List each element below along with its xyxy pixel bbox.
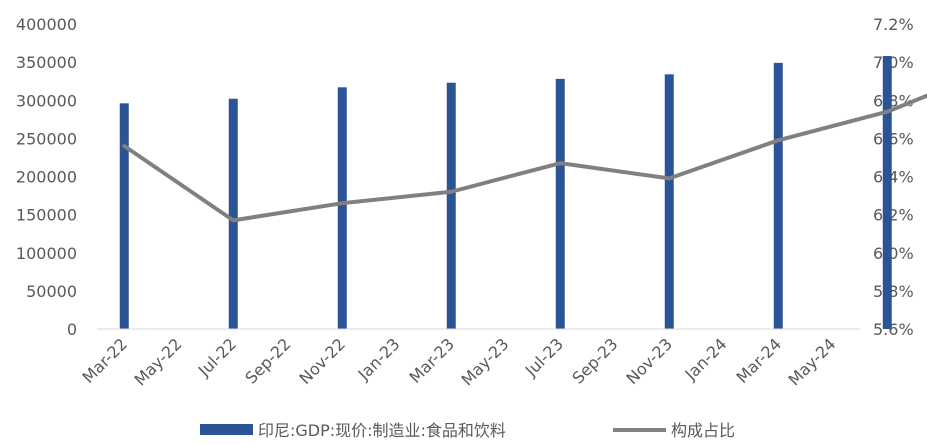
- bar: [555, 78, 565, 330]
- bar-series: [119, 56, 892, 330]
- y-axis-left: 0 50000 100000 150000 200000 250000 300000 3500…: [16, 15, 77, 339]
- x-tick-label: Jul-23: [521, 334, 567, 380]
- y-right-tick-label: 5.8%: [873, 282, 914, 301]
- bar: [664, 74, 674, 329]
- x-tick-label: Nov-23: [622, 334, 676, 388]
- x-tick-label: May-22: [130, 334, 185, 389]
- line-series-ratio: [122, 93, 927, 223]
- x-tick-label: Sep-22: [241, 334, 294, 387]
- y-left-tick-label: 250000: [16, 129, 77, 148]
- y-left-tick-label: 100000: [16, 244, 77, 263]
- y-right-tick-label: 5.6%: [873, 320, 914, 339]
- y-left-tick-label: 200000: [16, 168, 77, 187]
- x-tick-label: Mar-24: [733, 334, 786, 387]
- bar: [119, 103, 129, 329]
- x-tick-label: Jan-24: [681, 334, 731, 384]
- y-right-tick-label: 6.2%: [873, 206, 914, 225]
- x-tick-label: Nov-22: [295, 334, 349, 388]
- y-axis-right: 5.6%5.8%6.0%6.2%6.4%6.6%6.8%7.0%7.2%: [873, 15, 914, 339]
- x-tick-label: Sep-23: [568, 334, 621, 387]
- y-left-tick-label: 400000: [16, 15, 77, 34]
- bar: [773, 62, 783, 329]
- x-tick-label: Mar-22: [79, 334, 132, 387]
- bar: [228, 98, 238, 329]
- bar: [446, 82, 456, 330]
- y-left-tick-label: 50000: [26, 282, 77, 301]
- y-right-tick-label: 7.2%: [873, 15, 914, 34]
- y-right-tick-label: 6.4%: [873, 168, 914, 187]
- y-left-tick-label: 0: [67, 320, 77, 339]
- y-right-tick-label: 6.6%: [873, 129, 914, 148]
- bar: [337, 87, 347, 329]
- y-right-tick-label: 7.0%: [873, 53, 914, 72]
- legend-label-bar: 印尼:GDP:现价:制造业:食品和饮料: [258, 421, 506, 440]
- y-right-tick-label: 6.0%: [873, 244, 914, 263]
- bar: [882, 56, 892, 330]
- y-left-tick-label: 300000: [16, 91, 77, 110]
- legend: 印尼:GDP:现价:制造业:食品和饮料 构成占比: [200, 421, 735, 440]
- x-tick-label: May-24: [784, 334, 839, 389]
- legend-label-line: 构成占比: [671, 421, 735, 440]
- x-tick-label: Jul-22: [194, 334, 240, 380]
- y-left-tick-label: 150000: [16, 206, 77, 225]
- y-left-tick-label: 350000: [16, 53, 77, 72]
- x-tick-label: May-23: [457, 334, 512, 389]
- x-axis: Mar-22 May-22 Jul-22 Sep-22 Nov-22 Jan-23 Mar-…: [79, 334, 840, 389]
- x-tick-label: Jan-23: [354, 334, 404, 384]
- legend-swatch-bar: [200, 424, 253, 435]
- x-tick-label: Mar-23: [406, 334, 459, 387]
